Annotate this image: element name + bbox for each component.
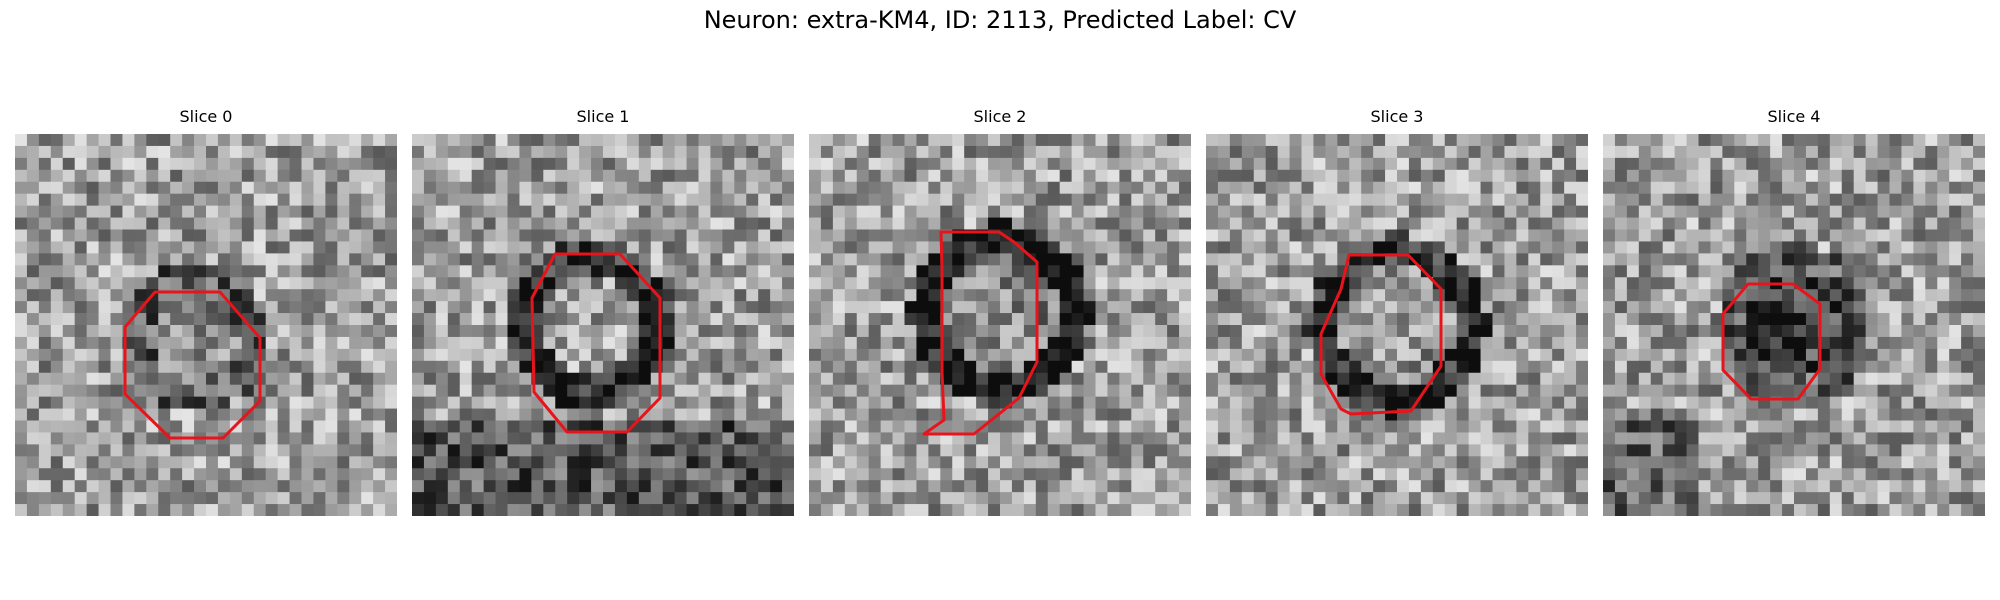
roi-contour [922, 230, 1039, 436]
slice-title: Slice 0 [179, 107, 233, 126]
slice-image [412, 134, 794, 516]
slice-image [1206, 134, 1588, 516]
slice-image [809, 134, 1191, 516]
slice-title: Slice 3 [1370, 107, 1424, 126]
slice-title: Slice 1 [576, 107, 630, 126]
slice-title: Slice 4 [1767, 107, 1821, 126]
roi-contour [1319, 253, 1443, 416]
roi-contour [530, 252, 662, 434]
figure-title: Neuron: extra-KM4, ID: 2113, Predicted L… [703, 6, 1297, 34]
roi-contour [123, 290, 262, 440]
slice-image [15, 134, 397, 516]
slice-image [1603, 134, 1985, 516]
roi-contour [1721, 282, 1822, 401]
slice-title: Slice 2 [973, 107, 1027, 126]
